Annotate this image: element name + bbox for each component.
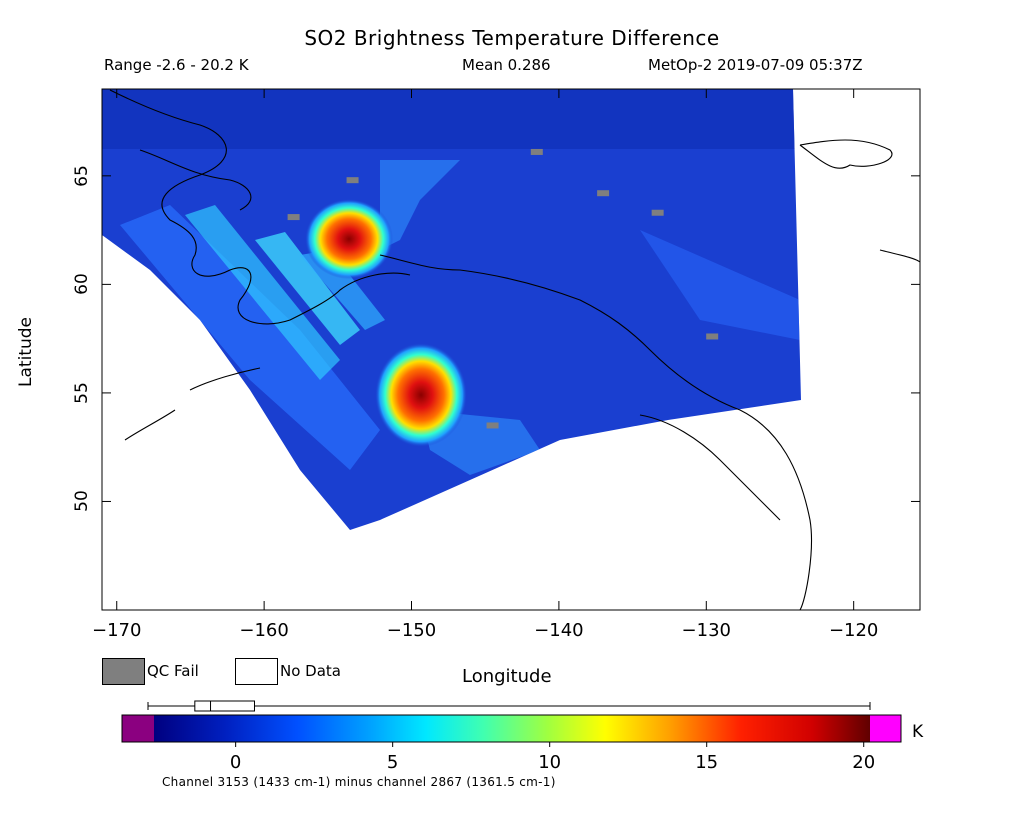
x-tick-label: −130 — [681, 620, 732, 641]
so2-plume-north — [305, 199, 393, 279]
colorbar — [121, 700, 902, 747]
qc-fail-pixel — [597, 190, 610, 197]
colorbar-boxplot-box — [194, 700, 255, 712]
chart-title: SO2 Brightness Temperature Difference — [304, 26, 720, 50]
qc-fail-pixel — [287, 214, 300, 221]
range-label: Range -2.6 - 20.2 K — [104, 56, 249, 74]
satellite-time-label: MetOp-2 2019-07-09 05:37Z — [648, 56, 863, 74]
y-tick-label: 60 — [72, 273, 92, 296]
coastlines — [109, 89, 920, 610]
x-tick-label: −120 — [828, 620, 879, 641]
x-tick-label: −150 — [386, 620, 437, 641]
colorbar-caption: Channel 3153 (1433 cm-1) minus channel 2… — [162, 775, 556, 789]
colorbar-tick-label: 5 — [386, 752, 399, 773]
qc-fail-pixels — [287, 148, 719, 429]
colorbar-tick-label: 15 — [695, 752, 719, 773]
y-tick-label: 50 — [72, 490, 92, 513]
qc-fail-swatch — [102, 658, 145, 685]
so2-plume-south — [375, 343, 467, 447]
plot-frame — [101, 88, 921, 611]
qc-fail-pixel — [530, 148, 543, 155]
x-tick-label: −160 — [239, 620, 289, 641]
colorbar-gradient — [154, 715, 870, 742]
qc-fail-pixel — [346, 177, 359, 184]
colorbar-unit: K — [912, 722, 924, 742]
axis-ticks — [102, 89, 920, 610]
map-area — [102, 89, 920, 610]
x-tick-label: −140 — [534, 620, 584, 641]
colorbar-over — [870, 715, 901, 742]
x-tick-label: −170 — [92, 620, 142, 641]
y-axis-label: Latitude — [16, 317, 36, 387]
qc-fail-pixel — [706, 333, 719, 340]
y-tick-label: 55 — [72, 382, 92, 404]
colorbar-under — [122, 715, 154, 742]
qc-fail-pixel — [651, 209, 664, 216]
no-data-swatch — [235, 658, 278, 685]
colorbar-tick-label: 20 — [852, 752, 876, 773]
no-data-label: No Data — [280, 662, 341, 680]
qc-fail-label: QC Fail — [147, 662, 199, 680]
x-axis-label: Longitude — [462, 666, 552, 687]
mean-label: Mean 0.286 — [462, 56, 551, 74]
y-tick-label: 65 — [72, 165, 92, 187]
qc-fail-pixel — [486, 422, 499, 429]
colorbar-tick-label: 10 — [538, 752, 562, 773]
colorbar-tick-label: 0 — [229, 752, 242, 773]
